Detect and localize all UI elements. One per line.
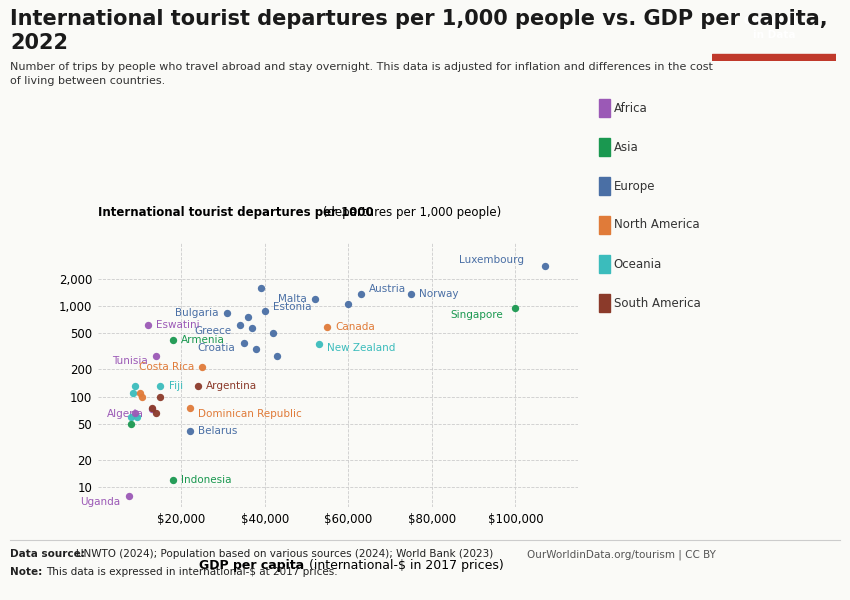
Text: Tunisia: Tunisia [112, 356, 148, 366]
Point [342, 299, 355, 309]
Point [127, 388, 140, 398]
Bar [712, 55, 836, 61]
Text: Argentina: Argentina [207, 381, 258, 391]
Text: Croatia: Croatia [198, 343, 235, 353]
Point [404, 290, 417, 299]
Point [154, 392, 167, 401]
Text: Algeria: Algeria [107, 409, 144, 419]
Text: Costa Rica: Costa Rica [139, 362, 194, 371]
Text: OurWorldinData.org/tourism | CC BY: OurWorldinData.org/tourism | CC BY [527, 549, 716, 559]
Point [145, 404, 159, 414]
Text: Bulgaria: Bulgaria [175, 308, 218, 319]
Point [131, 412, 145, 421]
Text: Our World
in Data: Our World in Data [744, 16, 803, 40]
Point [141, 320, 155, 330]
Point [124, 419, 138, 428]
Text: Norway: Norway [419, 289, 459, 299]
Point [538, 261, 552, 271]
Point [128, 382, 142, 391]
Point [128, 409, 142, 418]
Text: Asia: Asia [614, 140, 638, 154]
Point [250, 344, 264, 353]
Text: Belarus: Belarus [198, 425, 237, 436]
Text: Canada: Canada [336, 322, 376, 332]
Text: Uganda: Uganda [81, 497, 121, 507]
Point [183, 426, 196, 436]
Point [154, 382, 167, 391]
Text: UNWTO (2024); Population based on various sources (2024); World Bank (2023): UNWTO (2024); Population based on variou… [76, 549, 494, 559]
Text: Indonesia: Indonesia [181, 475, 232, 485]
Point [320, 322, 334, 332]
Point [150, 409, 163, 418]
Text: Africa: Africa [614, 101, 648, 115]
Text: 2022: 2022 [10, 33, 68, 53]
Text: Europe: Europe [614, 179, 655, 193]
Point [237, 338, 251, 348]
Text: Oceania: Oceania [614, 257, 662, 271]
Text: This data is expressed in international-$ at 2017 prices.: This data is expressed in international-… [46, 567, 337, 577]
Point [241, 313, 255, 322]
Point [122, 491, 136, 500]
Point [312, 340, 326, 349]
Text: Luxembourg: Luxembourg [459, 255, 524, 265]
Text: Dominican Republic: Dominican Republic [198, 409, 302, 419]
Text: (departures per 1,000 people): (departures per 1,000 people) [319, 206, 501, 219]
Text: (international-$ in 2017 prices): (international-$ in 2017 prices) [304, 559, 503, 572]
Point [258, 307, 272, 316]
Text: Data source:: Data source: [10, 549, 85, 559]
Point [254, 283, 268, 293]
Point [166, 335, 179, 345]
Point [354, 290, 368, 299]
Point [196, 362, 209, 371]
Point [233, 320, 246, 330]
Point [135, 392, 149, 401]
Point [133, 388, 146, 398]
Text: International tourist departures per 1,000 people vs. GDP per capita,: International tourist departures per 1,0… [10, 9, 828, 29]
Text: Austria: Austria [369, 284, 406, 294]
Point [270, 352, 284, 361]
Point [150, 352, 163, 361]
Text: Estonia: Estonia [273, 302, 312, 313]
Text: North America: North America [614, 218, 700, 232]
Text: Singapore: Singapore [450, 310, 503, 320]
Point [166, 475, 179, 485]
Text: GDP per capita: GDP per capita [199, 559, 304, 572]
Text: South America: South America [614, 296, 700, 310]
Point [308, 294, 321, 304]
Point [183, 403, 196, 413]
Point [191, 382, 205, 391]
Point [220, 308, 234, 318]
Point [145, 403, 159, 413]
Point [246, 323, 259, 333]
Text: Eswatini: Eswatini [156, 320, 200, 330]
Text: Fiji: Fiji [169, 381, 183, 391]
Point [124, 412, 138, 421]
Text: Malta: Malta [278, 294, 307, 304]
Point [508, 304, 522, 313]
Text: Greece: Greece [195, 326, 231, 337]
Text: Armenia: Armenia [181, 335, 225, 345]
Text: International tourist departures per 1000: International tourist departures per 100… [98, 206, 373, 219]
Text: Note:: Note: [10, 567, 43, 577]
Text: Number of trips by people who travel abroad and stay overnight. This data is adj: Number of trips by people who travel abr… [10, 62, 713, 86]
Text: New Zealand: New Zealand [327, 343, 396, 353]
Point [266, 329, 280, 338]
